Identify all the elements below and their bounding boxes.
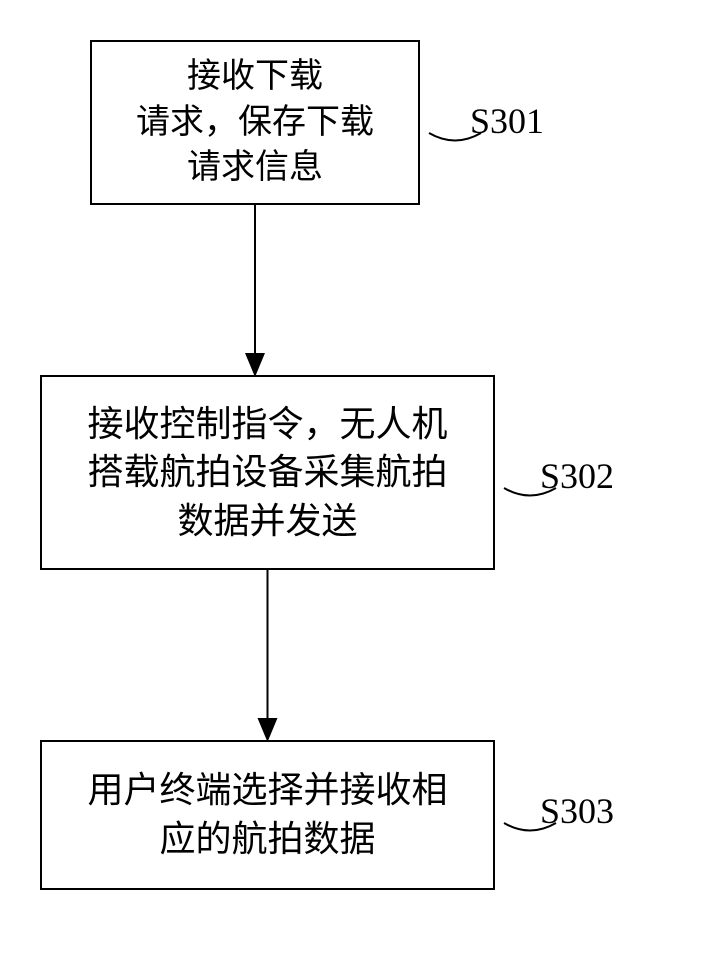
flow-node-label-n2: S302 xyxy=(540,455,614,497)
flow-node-label-n3: S303 xyxy=(540,790,614,832)
flow-node-n3: 用户终端选择并接收相 应的航拍数据 xyxy=(40,740,495,890)
flow-node-n1: 接收下载 请求，保存下载 请求信息 xyxy=(90,40,420,205)
flow-node-text: 接收控制指令，无人机 搭载航拍设备采集航拍 数据并发送 xyxy=(87,400,447,546)
flow-node-text: 接收下载 请求，保存下载 请求信息 xyxy=(136,54,374,192)
flow-node-label-n1: S301 xyxy=(470,100,544,142)
flow-node-n2: 接收控制指令，无人机 搭载航拍设备采集航拍 数据并发送 xyxy=(40,375,495,570)
flowchart-canvas: 接收下载 请求，保存下载 请求信息 S301 接收控制指令，无人机 搭载航拍设备采集… xyxy=(0,0,720,960)
flow-node-text: 用户终端选择并接收相 应的航拍数据 xyxy=(87,766,447,863)
